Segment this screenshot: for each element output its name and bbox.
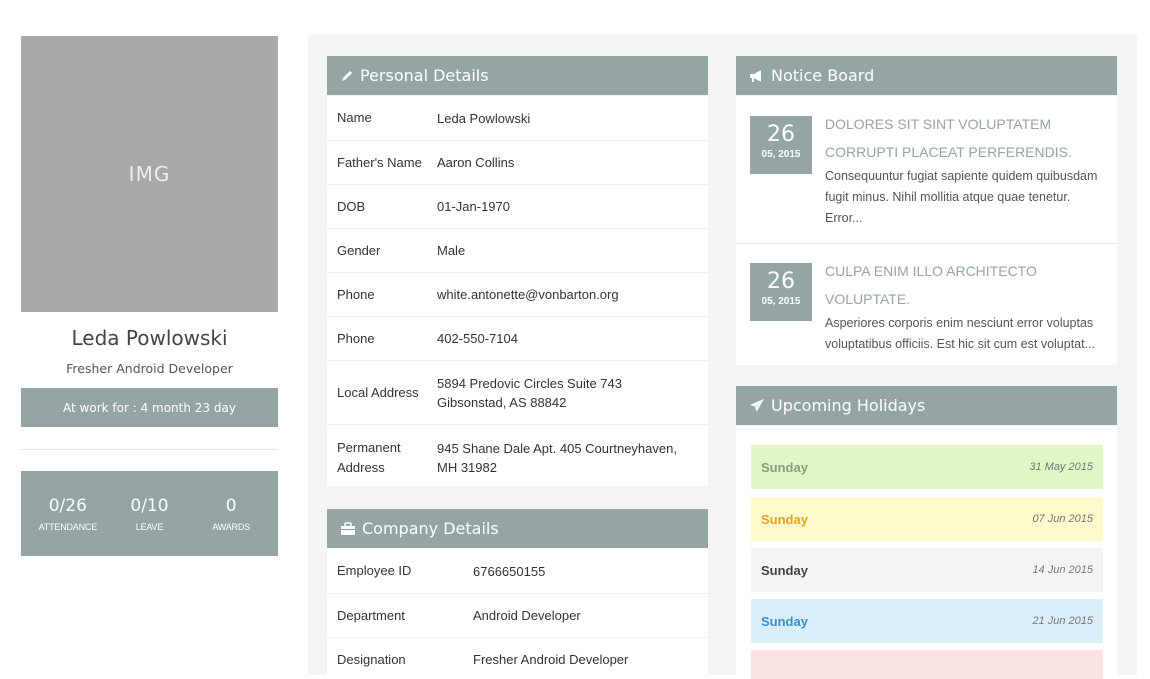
holiday-date: 31 May 2015	[1029, 461, 1093, 473]
work-duration-bar: At work for : 4 month 23 day	[21, 388, 278, 427]
holiday-date: 21 Jun 2015	[1032, 615, 1093, 627]
briefcase-icon	[340, 521, 356, 536]
row-value: 402-550-7104	[437, 331, 518, 346]
personal-details-header: Personal Details	[327, 56, 708, 95]
row-key: Phone	[337, 330, 375, 346]
row-key: Permanent Address	[337, 440, 401, 475]
row-key: Phone	[337, 286, 375, 302]
holiday-item: Sunday 07 Jun 2015	[751, 497, 1103, 541]
personal-details-title: Personal Details	[360, 66, 489, 85]
holiday-item: Sunday 31 May 2015	[751, 445, 1103, 489]
row-key: Designation	[337, 652, 406, 667]
profile-name: Leda Powlowski	[71, 326, 228, 350]
row-key: Local Address	[337, 384, 419, 400]
company-details-body: Employee ID 6766650155 Department Androi…	[327, 549, 708, 679]
company-details-title: Company Details	[362, 519, 499, 538]
notice-date: 26 05, 2015	[750, 263, 812, 321]
holidays-header: Upcoming Holidays	[736, 386, 1117, 425]
holiday-item: Sunday 14 Jun 2015	[751, 548, 1103, 592]
stat-label: AWARDS	[212, 521, 250, 532]
notice-item[interactable]: 26 05, 2015 DOLORES SIT SINT VOLUPTATEM …	[736, 96, 1117, 244]
stat-leave: 0/10 LEAVE	[114, 496, 184, 532]
stat-value: 0/26	[48, 495, 87, 516]
row-key: Name	[337, 110, 372, 125]
row-value: Male	[437, 243, 466, 258]
notice-month-year: 05, 2015	[761, 296, 801, 307]
row-value: 5894 Predovic Circles Suite 743 Gibsonst…	[437, 375, 622, 410]
row-key: Gender	[337, 242, 381, 258]
avatar-placeholder-text: IMG	[128, 162, 171, 186]
personal-details-body: Name Leda Powlowski Father's Name Aaron …	[327, 96, 708, 486]
profile-role: Fresher Android Developer	[66, 361, 233, 376]
stat-attendance: 0/26 ATTENDANCE	[33, 496, 103, 532]
work-duration-text: At work for : 4 month 23 day	[63, 400, 236, 415]
holiday-item: Sunday 21 Jun 2015	[751, 599, 1103, 643]
table-row: Designation Fresher Android Developer	[327, 638, 708, 679]
row-value: Aaron Collins	[437, 155, 515, 170]
holiday-date: 14 Jun 2015	[1032, 564, 1093, 576]
stats-bar: 0/26 ATTENDANCE 0/10 LEAVE 0 AWARDS	[21, 471, 278, 556]
notice-board-header: Notice Board	[736, 56, 1117, 95]
stat-label: ATTENDANCE	[38, 521, 98, 532]
table-row: Local Address 5894 Predovic Circles Suit…	[327, 361, 708, 425]
table-row: Name Leda Powlowski	[327, 96, 708, 141]
row-value: Android Developer	[473, 608, 581, 623]
notice-text: Asperiores corporis enim nesciunt error …	[825, 316, 1096, 351]
holiday-day: Sunday	[761, 511, 808, 527]
row-key: Employee ID	[337, 563, 412, 578]
table-row: Father's Name Aaron Collins	[327, 141, 708, 185]
row-key: DOB	[337, 198, 366, 214]
notice-board-title: Notice Board	[771, 66, 875, 85]
holiday-item-partial	[751, 650, 1103, 679]
megaphone-icon	[749, 69, 765, 83]
stat-value: 0/10	[130, 495, 169, 516]
notice-date: 26 05, 2015	[750, 116, 812, 174]
stat-label: LEAVE	[135, 521, 164, 532]
holiday-day: Sunday	[761, 613, 808, 629]
avatar: IMG	[21, 36, 278, 312]
stat-awards: 0 AWARDS	[196, 496, 266, 532]
notice-month-year: 05, 2015	[761, 149, 801, 160]
dashboard-main: Personal Details Name Leda Powlowski Fat…	[308, 35, 1137, 679]
notice-board-body: 26 05, 2015 DOLORES SIT SINT VOLUPTATEM …	[736, 96, 1117, 365]
holidays-title: Upcoming Holidays	[771, 396, 926, 415]
table-row: Phone white.antonette@vonbarton.org	[327, 273, 708, 317]
table-row: Permanent Address 945 Shane Dale Apt. 40…	[327, 425, 708, 486]
stat-value: 0	[225, 495, 237, 516]
row-value: Leda Powlowski	[437, 110, 531, 126]
row-value: 945 Shane Dale Apt. 405 Courtneyhaven, M…	[437, 441, 677, 475]
notice-title[interactable]: CULPA ENIM ILLO ARCHITECTO VOLUPTATE.	[825, 263, 1037, 307]
table-row: Department Android Developer	[327, 594, 708, 638]
notice-text: Consequuntur fugiat sapiente quidem quib…	[825, 169, 1098, 225]
row-value: 6766650155	[473, 563, 546, 579]
holiday-day: Sunday	[761, 459, 808, 475]
notice-day: 26	[767, 269, 795, 294]
table-row: Employee ID 6766650155	[327, 549, 708, 594]
row-key: Department	[337, 607, 405, 623]
divider	[21, 449, 278, 450]
holiday-date: 07 Jun 2015	[1032, 513, 1093, 525]
pencil-icon	[340, 69, 354, 83]
profile-card: IMG Leda Powlowski Fresher Android Devel…	[21, 36, 278, 556]
paper-plane-icon	[749, 398, 765, 413]
notice-item[interactable]: 26 05, 2015 CULPA ENIM ILLO ARCHITECTO V…	[736, 244, 1117, 365]
row-value: Fresher Android Developer	[473, 652, 629, 667]
table-row: DOB 01-Jan-1970	[327, 185, 708, 229]
table-row: Gender Male	[327, 229, 708, 273]
holiday-day: Sunday	[761, 562, 808, 578]
notice-day: 26	[767, 122, 795, 147]
row-key: Father's Name	[337, 154, 422, 170]
holidays-body: Sunday 31 May 2015 Sunday 07 Jun 2015 Su…	[736, 426, 1117, 679]
company-details-header: Company Details	[327, 509, 708, 548]
row-value: white.antonette@vonbarton.org	[437, 287, 619, 302]
notice-title[interactable]: DOLORES SIT SINT VOLUPTATEM CORRUPTI PLA…	[825, 116, 1072, 160]
table-row: Phone 402-550-7104	[327, 317, 708, 361]
row-value: 01-Jan-1970	[437, 199, 510, 214]
